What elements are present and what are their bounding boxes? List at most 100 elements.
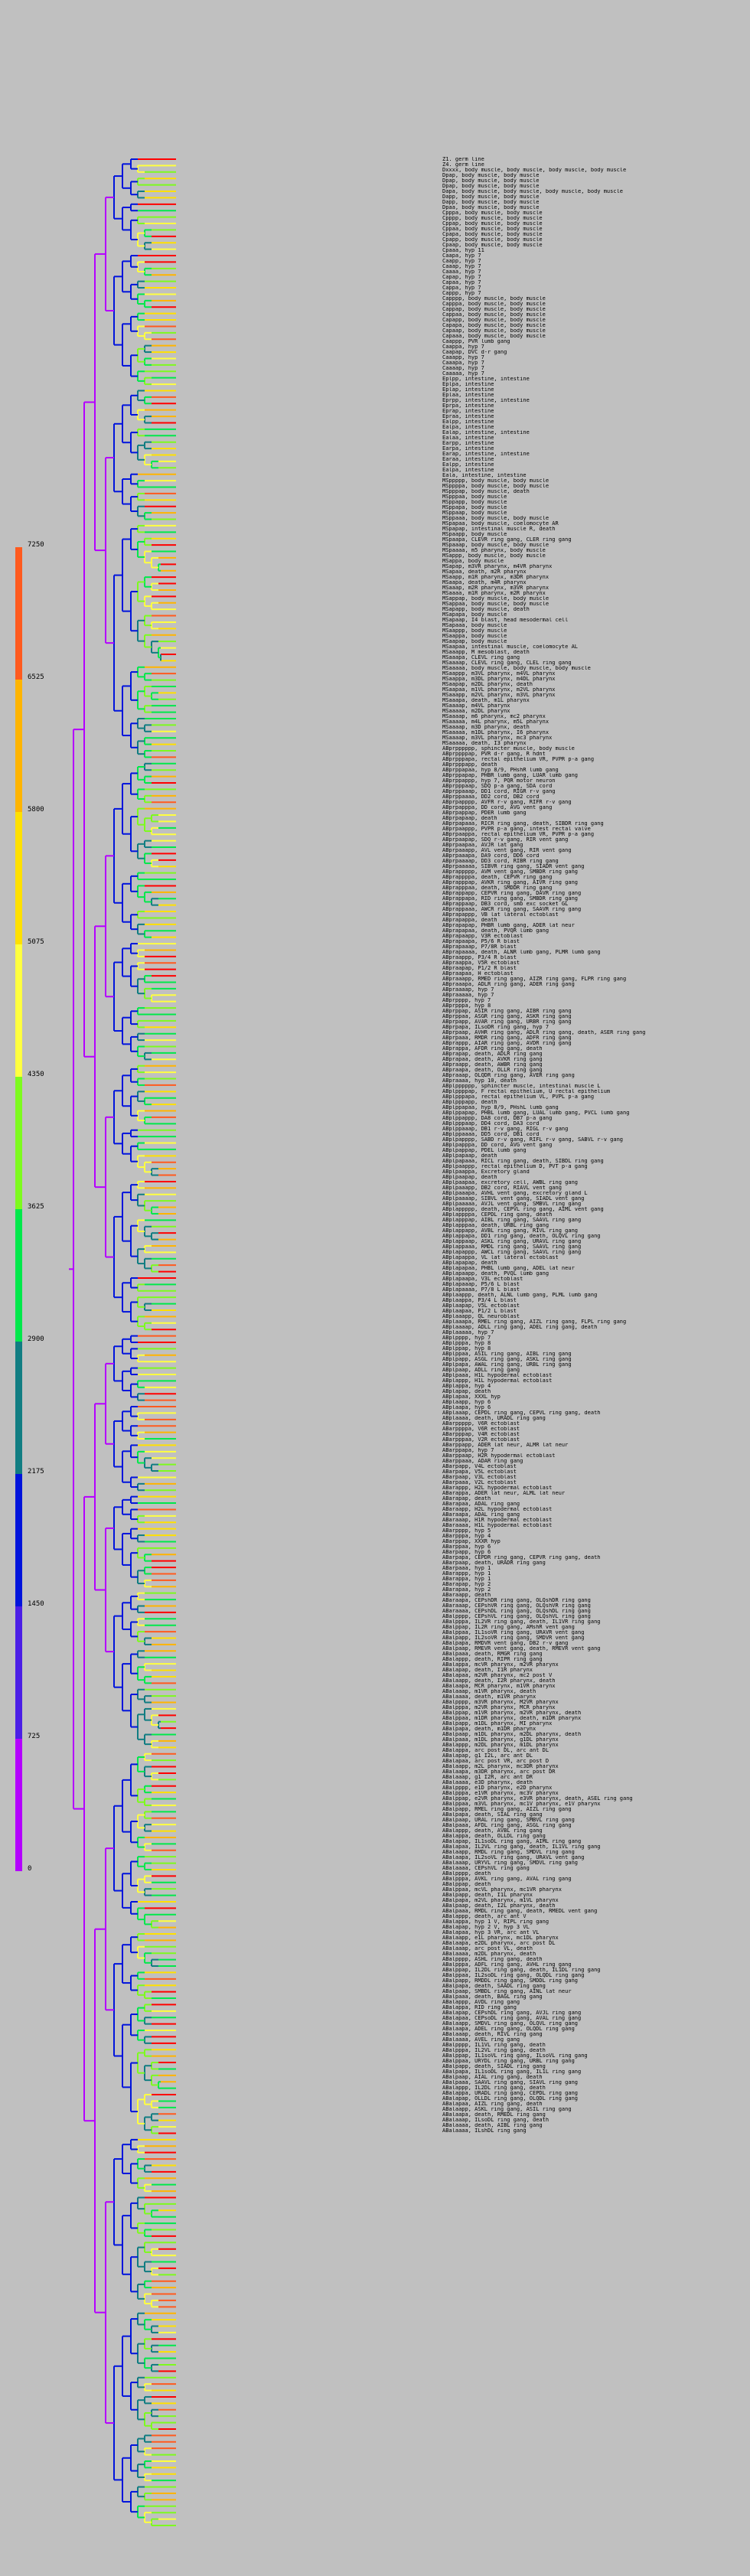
cell-label: ABarapaa, ADAL ring gang xyxy=(442,1502,520,1507)
cell-label: Eala, intestine, intestine xyxy=(442,473,527,478)
cell-label: ABalapap, IL1soDL ring gang, AIML ring g… xyxy=(442,1839,582,1844)
cell-label: ABalaaap, m1VR pharynx, death xyxy=(442,1689,536,1694)
cell-label: Caapap, DVC d-r gang xyxy=(442,350,507,355)
cell-label: ABplaaaa, death, URADL ring gang xyxy=(442,1416,546,1421)
cell-label: ABalpaaa, AFDL ring gang, ASGL ring gang xyxy=(442,1823,572,1828)
cell-label: ABalpaap, SMBDL ring gang, AINL lat neur xyxy=(442,1989,572,1994)
cell-label: ABalppaa, IL1soVR ring gang, URAVR vent … xyxy=(442,1630,585,1635)
cell-label: MSaaaap, m3D pharynx, death xyxy=(442,725,530,730)
cell-label: MSapaaa, body muscle xyxy=(442,623,507,628)
cell-label: ABplpppp, hyp 7 xyxy=(442,1335,491,1341)
cell-label: ABprpppppp, sphincter muscle, body muscl… xyxy=(442,746,575,752)
cell-label: ABalaapp, SMDVL ring gang, OLQVL ring ga… xyxy=(442,2021,579,2027)
cell-label: ABplpaappa, Excretory gland xyxy=(442,1169,530,1175)
legend-tick-label: 4350 xyxy=(28,1071,44,1078)
cell-label: ABarpppa, hyp 4 xyxy=(442,1534,491,1539)
cell-label: MSpaapp, body muscle xyxy=(442,532,507,537)
cell-label: ABprapaapa, P5/6 R blast xyxy=(442,939,520,944)
legend-color-segment xyxy=(15,680,22,812)
cell-label: ABalpaaa, death, RMGR ring gang xyxy=(442,1652,543,1657)
cell-label: ABplpappap, PDEL lumb gang xyxy=(442,1148,527,1153)
cell-label: ABalaapp, m2L pharynx, mc3DR pharynx xyxy=(442,1764,559,1769)
cell-label: ABplappppa, CEPDL ring gang, death xyxy=(442,1212,553,1218)
cell-label: Earpp, intestine xyxy=(442,441,494,446)
cell-label: Eplaa, intestine xyxy=(442,393,494,398)
cell-label: Cpaap, body muscle, body muscle xyxy=(442,243,543,248)
cell-label: MSapap, m3VR pharynx, m4VR pharynx xyxy=(442,564,553,569)
cell-label: ABplppap, hyp 8 xyxy=(442,1346,491,1352)
cell-label: Capaap, body muscle, body muscle xyxy=(442,328,546,334)
cell-label: ABprpaapap, SDQ r-v gang, RIR vent gang xyxy=(442,837,569,843)
cell-label: MSaapap, m2DL pharynx, death xyxy=(442,682,533,687)
cell-label: ABplapapaa, PHBL lumb gang, ADEL lat neu… xyxy=(442,1266,575,1271)
cell-label: Ealap, intestine, intestine xyxy=(442,430,530,435)
cell-label: ABplappa, hyp 4 xyxy=(442,1384,491,1389)
cell-label: MSaappa, body muscle xyxy=(442,634,507,639)
legend-tick-label: 7250 xyxy=(28,541,44,549)
cell-label: Caappp, PVR lumb gang xyxy=(442,339,510,344)
cell-label: ABprppaa, ASGR ring gang, ASKR ring gang xyxy=(442,1014,572,1019)
cell-label: ABalppap, death xyxy=(442,1882,491,1887)
cell-label: ABarpppp, hyp 5 xyxy=(442,1528,491,1534)
cell-label: MSpppap, body muscle, death xyxy=(442,489,530,494)
cell-label: ABarpaaa, hyp 1 xyxy=(442,1566,491,1571)
cell-label: ABplaapaa, P1/2 L blast xyxy=(442,1309,517,1314)
cell-label: Caaaa, hyp 7 xyxy=(442,269,481,275)
cell-label: ABprappa, AFDR ring gang, death xyxy=(442,1046,543,1052)
legend-tick-label: 5800 xyxy=(28,806,44,814)
legend-tick-label: 1450 xyxy=(28,1600,44,1608)
cell-label: ABarppap, XXXR hyp xyxy=(442,1539,501,1544)
cell-label: MSaaapp, m2VL pharynx, m3VL pharynx xyxy=(442,693,556,698)
cell-label: ABplaaap, CEPDL ring gang, CEPVL ring ga… xyxy=(442,1410,601,1416)
cell-label: ABalappp, death, arc ant V xyxy=(442,1914,527,1919)
cell-label: ABalappp, death, AVBL ring gang xyxy=(442,1828,543,1834)
cell-label: ABplppaaaa, DD5 cord, DB1 cord xyxy=(442,1132,540,1137)
cell-label: ABalaaap, ILsoDL ring gang, death xyxy=(442,2118,549,2123)
cell-label: Cppaa, body muscle, body muscle xyxy=(442,227,543,232)
cell-label: Dpap, body muscle, body muscle xyxy=(442,184,540,189)
cell-label: ABpraappa, V5R ectoblast xyxy=(442,960,520,966)
cell-label: ABarpaap, V3L ectoblast xyxy=(442,1475,517,1480)
cell-label: ABalpaap, URAL ring gang, SMBVL ring gan… xyxy=(442,1818,575,1823)
cell-label: MSaaaap, m3VL pharynx, mc3 pharynx xyxy=(442,735,553,741)
cell-label: ABalppaa, m1DR pharynx, death, m1DR phar… xyxy=(442,1716,582,1721)
cell-label: ABalaapp, e1L pharynx, mc1DL pharynx xyxy=(442,1935,559,1941)
cell-label: ABarpppap, V4R ectoblast xyxy=(442,1432,520,1437)
cell-label: ABplpaapaa, excretory cell, AWBL ring ga… xyxy=(442,1180,579,1185)
cell-label: Capap, hyp 7 xyxy=(442,275,481,280)
cell-label: ABplpapaap, death xyxy=(442,1153,497,1159)
cell-label: ABalapaa, m2VR pharynx, mc2 post V xyxy=(442,1673,553,1678)
cell-label: ABalaapa, ADEL ring gang, OLQDL ring gan… xyxy=(442,2027,575,2032)
cell-label: ABplpppppp, sphincter muscle, intestinal… xyxy=(442,1084,601,1089)
cell-label: ABarpppaa, V2R ectoblast xyxy=(442,1437,520,1443)
cell-label: ABarpaaa, V2L ectoblast xyxy=(442,1480,517,1485)
cell-label: ABarpapp, V4L ectoblast xyxy=(442,1464,517,1469)
cell-label: MSaaapa, CLEVL ring gang xyxy=(442,655,520,660)
cell-label: ABaraaaa, H1L hypodermal ectoblast xyxy=(442,1523,553,1528)
cell-label: ABarppppp, V6R ectoblast xyxy=(442,1421,520,1427)
cell-label: ABplaapap, V5L ectoblast xyxy=(442,1303,520,1309)
cell-label: ABalaapa, death, RMEDL ring gang xyxy=(442,2112,546,2118)
cell-label: ABarpapa, V5L ectoblast xyxy=(442,1469,517,1475)
cell-label: ABalaaap, death, RIVL ring gang xyxy=(442,2032,543,2037)
cell-label: ABplappapa, DD1 ring gang, death, OLQVL … xyxy=(442,1234,601,1239)
cell-label: ABalpppa, IL2VL ring gang, death xyxy=(442,2048,546,2053)
cell-label: ABalpapa, death, SIAL ring gang xyxy=(442,1812,543,1818)
cell-label: Ealpp, intestine xyxy=(442,419,494,425)
cell-label: ABalaaaa, e3D pharynx, death xyxy=(442,1780,533,1785)
cell-label: ABalappa, mcVR pharynx, m2VR pharynx xyxy=(442,1662,559,1668)
cell-label: ABprapappa, death xyxy=(442,918,497,923)
cell-label: ABalappa, RID ring gang xyxy=(442,2005,517,2010)
legend-color-segment xyxy=(15,1474,22,1606)
cell-label: MSapapa, body muscle xyxy=(442,612,507,618)
cell-label: ABalpapa, IL1soDL ring gang, IL1L ring g… xyxy=(442,2069,582,2075)
cell-label: MSpapap, intestinal muscle R, death xyxy=(442,527,556,532)
legend-color-segment xyxy=(15,944,22,1077)
cell-label: ABplaappa, P3/4 L blast xyxy=(442,1298,517,1303)
cell-label: ABplpaaaaa, AVJL vent gang, SMBVL ring g… xyxy=(442,1202,582,1207)
cell-label: ABprpppa, hyp 8 xyxy=(442,1003,491,1009)
cell-label: ABprapaaap, P7/8R blast xyxy=(442,944,517,950)
cell-label: ABalpapp, IL2soVR ring gang, SMDVR vent … xyxy=(442,1635,585,1641)
cell-label: ABalaaaa, ILshDL ring gang xyxy=(442,2128,527,2134)
cell-label: ABprapaapp, V3R ectoblast xyxy=(442,934,523,939)
